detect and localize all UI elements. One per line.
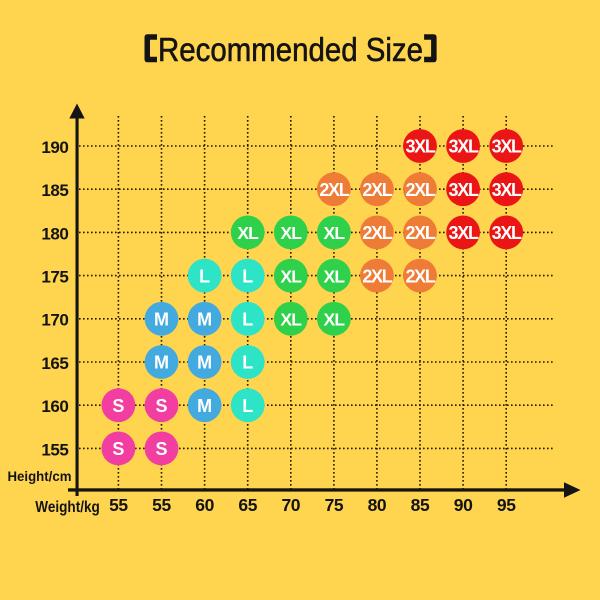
svg-text:2XL: 2XL — [405, 180, 435, 200]
svg-text:2XL: 2XL — [319, 180, 349, 200]
svg-text:60: 60 — [195, 495, 214, 515]
svg-text:65: 65 — [238, 495, 257, 515]
svg-text:M: M — [154, 353, 169, 373]
svg-text:75: 75 — [325, 495, 344, 515]
svg-text:XL: XL — [280, 266, 302, 286]
svg-text:90: 90 — [454, 495, 473, 515]
svg-text:L: L — [242, 396, 253, 416]
svg-text:70: 70 — [281, 495, 300, 515]
svg-text:165: 165 — [41, 354, 68, 373]
svg-text:L: L — [242, 310, 253, 330]
svg-text:XL: XL — [324, 266, 346, 286]
svg-text:L: L — [242, 266, 253, 286]
svg-text:S: S — [155, 439, 167, 459]
svg-text:3XL: 3XL — [449, 137, 479, 157]
svg-text:2XL: 2XL — [362, 223, 392, 243]
svg-text:XL: XL — [280, 310, 302, 330]
svg-text:S: S — [112, 396, 124, 416]
svg-text:3XL: 3XL — [449, 223, 479, 243]
svg-text:3XL: 3XL — [492, 223, 522, 243]
svg-text:190: 190 — [41, 138, 68, 157]
svg-text:170: 170 — [41, 311, 68, 330]
svg-text:3XL: 3XL — [405, 137, 435, 157]
svg-text:180: 180 — [41, 224, 68, 243]
svg-text:2XL: 2XL — [362, 266, 392, 286]
svg-text:Height/cm: Height/cm — [8, 468, 72, 484]
svg-text:185: 185 — [41, 181, 68, 200]
svg-text:55: 55 — [109, 495, 128, 515]
svg-text:M: M — [197, 396, 212, 416]
svg-text:160: 160 — [41, 397, 68, 416]
svg-text:XL: XL — [324, 223, 346, 243]
svg-text:S: S — [155, 396, 167, 416]
svg-text:L: L — [199, 266, 210, 286]
svg-text:3XL: 3XL — [449, 180, 479, 200]
svg-text:S: S — [112, 439, 124, 459]
svg-text:2XL: 2XL — [405, 223, 435, 243]
svg-text:3XL: 3XL — [492, 137, 522, 157]
svg-text:2XL: 2XL — [405, 266, 435, 286]
svg-text:XL: XL — [324, 310, 346, 330]
svg-text:85: 85 — [411, 495, 430, 515]
svg-text:L: L — [242, 353, 253, 373]
svg-text:XL: XL — [237, 223, 259, 243]
svg-text:175: 175 — [41, 268, 68, 287]
svg-text:3XL: 3XL — [492, 180, 522, 200]
svg-text:M: M — [197, 310, 212, 330]
svg-text:Recommended Size: Recommended Size — [158, 32, 423, 69]
svg-text:95: 95 — [497, 495, 516, 515]
svg-text:2XL: 2XL — [362, 180, 392, 200]
svg-text:M: M — [154, 310, 169, 330]
svg-text:M: M — [197, 353, 212, 373]
svg-text:80: 80 — [368, 495, 387, 515]
svg-text:55: 55 — [152, 495, 171, 515]
svg-text:XL: XL — [280, 223, 302, 243]
svg-text:Weight/kg: Weight/kg — [35, 499, 100, 516]
svg-text:155: 155 — [41, 440, 68, 459]
